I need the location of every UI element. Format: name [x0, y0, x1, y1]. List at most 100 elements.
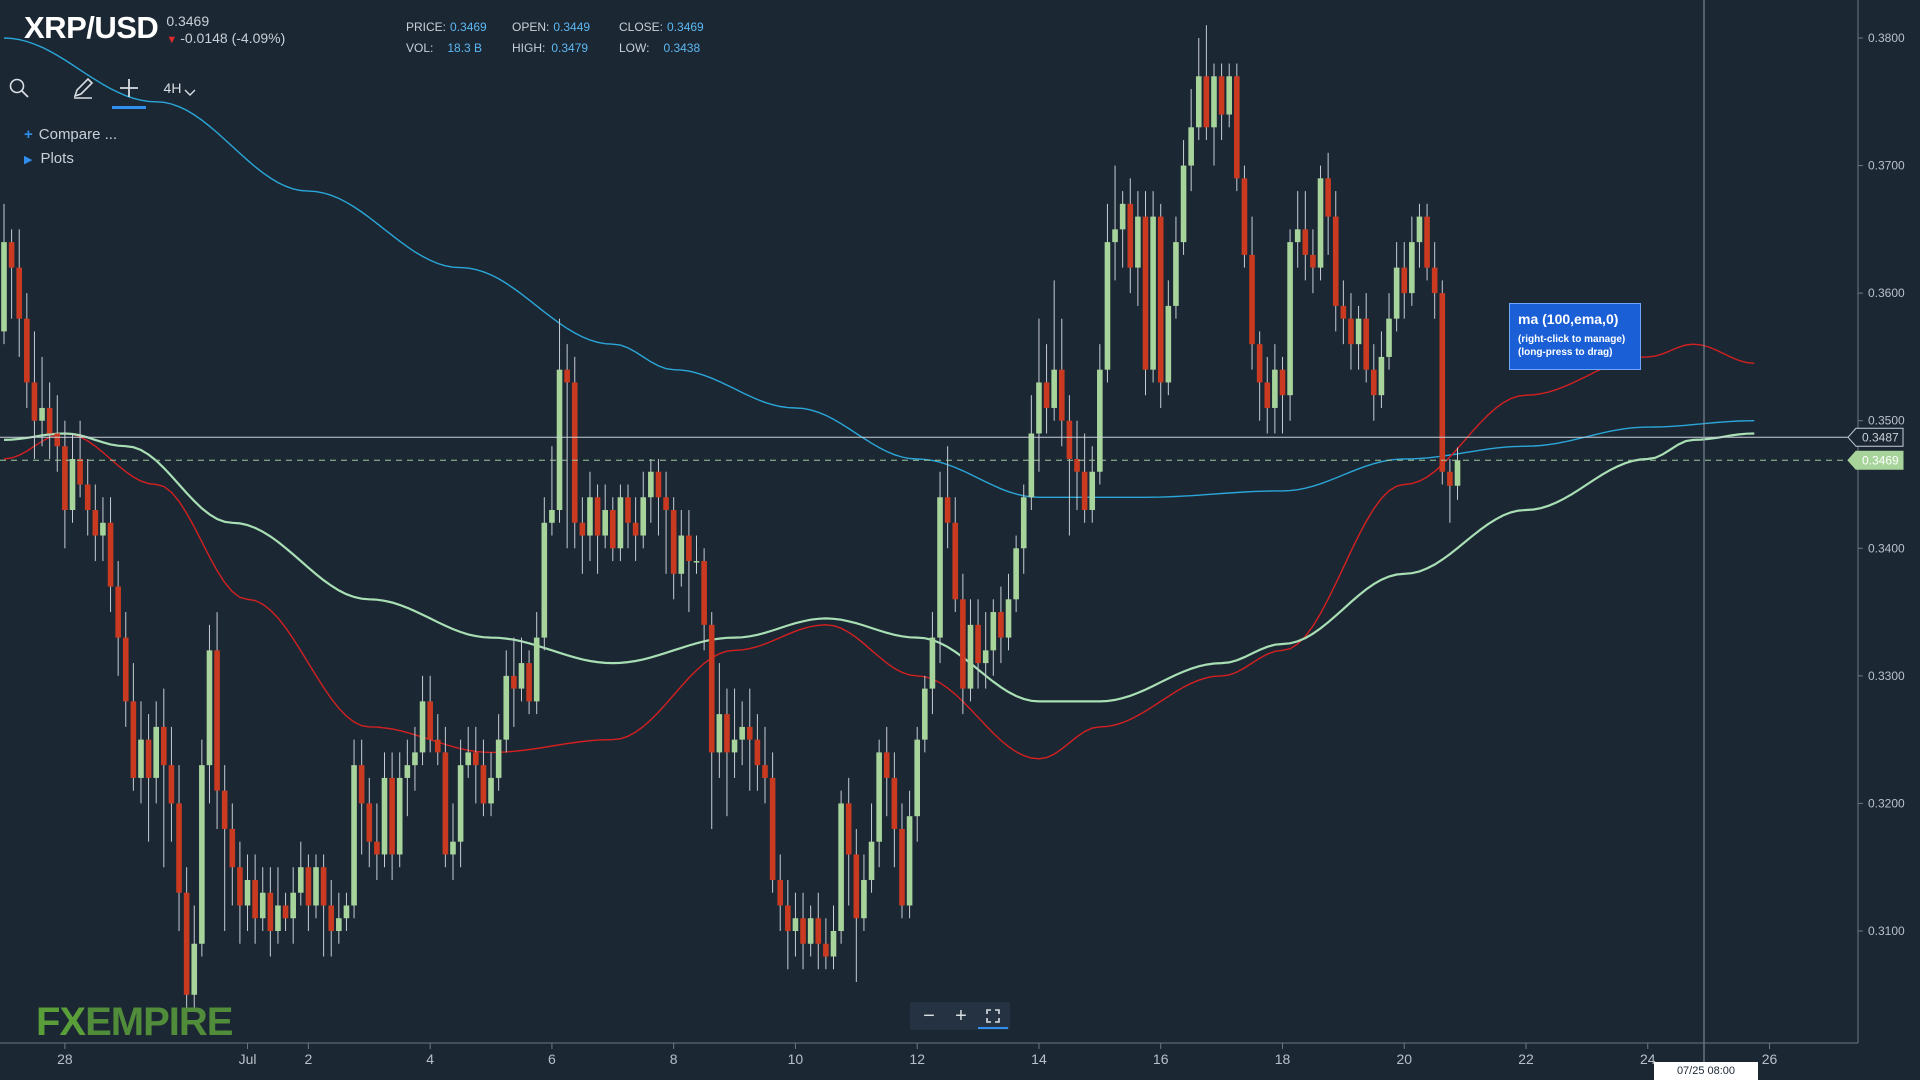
ohlc-col-1: PRICE: 0.3469 VOL: 18.3 B: [406, 17, 487, 59]
candle-down: [366, 803, 373, 842]
candle-down: [24, 318, 30, 383]
candle-up: [290, 892, 296, 919]
y-tick-label: 0.3700: [1868, 159, 1905, 173]
price-tags: 0.3487 0.3469: [1847, 427, 1904, 470]
x-axis-ticks: 28 Jul 2 4 6 8 10 12 14 16 18 20 22 24 26: [57, 1043, 1778, 1067]
candle-up: [1165, 305, 1172, 383]
candle-up: [587, 497, 593, 536]
candle-up: [1287, 242, 1293, 396]
candle-down: [1264, 382, 1271, 408]
candle-up: [69, 458, 76, 511]
candle-up: [556, 369, 563, 511]
candle-up: [1454, 460, 1461, 486]
candle-down: [1043, 382, 1050, 408]
plots-menu[interactable]: ▶ Plots: [24, 150, 74, 167]
tooltip-line2: (long-press to drag): [1518, 347, 1613, 358]
candle-up: [1409, 242, 1415, 294]
search-icon: [9, 78, 29, 98]
candle-up: [648, 471, 654, 498]
candle-down: [1142, 216, 1149, 370]
candle-up: [450, 841, 456, 855]
candle-up: [199, 765, 205, 944]
plus-icon: +: [24, 126, 33, 143]
candle-down: [1439, 293, 1446, 472]
open-label: OPEN:: [512, 20, 550, 34]
candle-down: [480, 765, 487, 804]
y-tick-label: 0.3300: [1868, 669, 1905, 683]
candle-up: [1378, 356, 1385, 396]
pencil-icon: [73, 77, 94, 99]
price-tag-box: [1847, 427, 1904, 447]
candle-down: [145, 739, 152, 778]
zoom-in-button[interactable]: +: [950, 1004, 972, 1028]
price-value: 0.3469: [450, 20, 487, 34]
candle-down: [1302, 229, 1309, 255]
candle-up: [678, 535, 685, 574]
x-tick-label: 26: [1762, 1051, 1778, 1067]
candle-up: [906, 816, 913, 906]
candle-up: [138, 739, 144, 778]
candle-up: [967, 624, 974, 689]
candle-up: [1135, 216, 1141, 268]
candle-up: [982, 650, 989, 664]
x-tick-label: 22: [1518, 1051, 1534, 1067]
candle-down: [724, 714, 730, 753]
ma-line: [3, 343, 1755, 760]
candle-down: [823, 943, 829, 957]
candle-down: [686, 535, 692, 562]
candle-down: [853, 854, 860, 919]
chart-toolbar: 4H: [0, 66, 208, 110]
candle-down: [434, 739, 441, 753]
candle-down: [526, 663, 532, 702]
candle-up: [1180, 165, 1187, 243]
x-tick-label: 6: [548, 1051, 556, 1067]
candle-down: [358, 765, 365, 804]
candle-up: [1005, 599, 1012, 638]
candle-up: [541, 522, 548, 638]
draw-button[interactable]: [68, 70, 98, 106]
x-tick-label: 16: [1153, 1051, 1169, 1067]
candle-up: [381, 777, 388, 855]
candle-down: [746, 726, 753, 740]
candle-down: [267, 892, 274, 931]
candle-up: [1393, 267, 1400, 319]
plot-area: [0, 0, 1858, 1043]
vol-value: 18.3 B: [447, 41, 483, 55]
candle-down: [762, 765, 768, 778]
zoom-out-button[interactable]: −: [918, 1004, 940, 1028]
minus-icon: −: [923, 1004, 935, 1027]
interval-selector[interactable]: 4H: [158, 70, 202, 106]
candle-down: [769, 777, 776, 880]
active-tool-indicator: [112, 106, 146, 109]
crosshair-button[interactable]: [114, 70, 144, 106]
candle-down: [221, 790, 228, 829]
compare-menu[interactable]: + Compare ...: [24, 126, 118, 143]
candle-down: [1081, 471, 1088, 511]
candle-down: [305, 867, 312, 906]
x-tick-label: 12: [909, 1051, 925, 1067]
candle-down: [594, 497, 601, 536]
fit-button[interactable]: [982, 1004, 1004, 1028]
down-arrow-icon: ▼: [166, 34, 178, 46]
close-label: CLOSE:: [619, 20, 664, 34]
high-label: HIGH:: [512, 41, 546, 55]
candle-down: [1371, 369, 1377, 396]
indicator-tooltip[interactable]: ma (100,ema,0) (right-click to manage) (…: [1509, 303, 1641, 370]
candle-down: [800, 918, 806, 944]
ma-line: [3, 37, 1755, 498]
candle-down: [891, 777, 898, 829]
candle-up: [1317, 178, 1324, 268]
ma-line: [3, 432, 1755, 703]
candle-up: [351, 765, 357, 906]
candle-down: [1348, 318, 1354, 345]
candle-up: [259, 892, 266, 919]
candle-down: [1424, 216, 1430, 268]
search-button[interactable]: [4, 70, 34, 106]
candle-down: [320, 867, 327, 906]
candle-down: [754, 739, 761, 766]
y-tick-label: 0.3500: [1868, 414, 1905, 428]
candle-down: [655, 471, 662, 498]
price-tag-box: [1847, 450, 1904, 470]
candle-up: [1051, 369, 1057, 408]
